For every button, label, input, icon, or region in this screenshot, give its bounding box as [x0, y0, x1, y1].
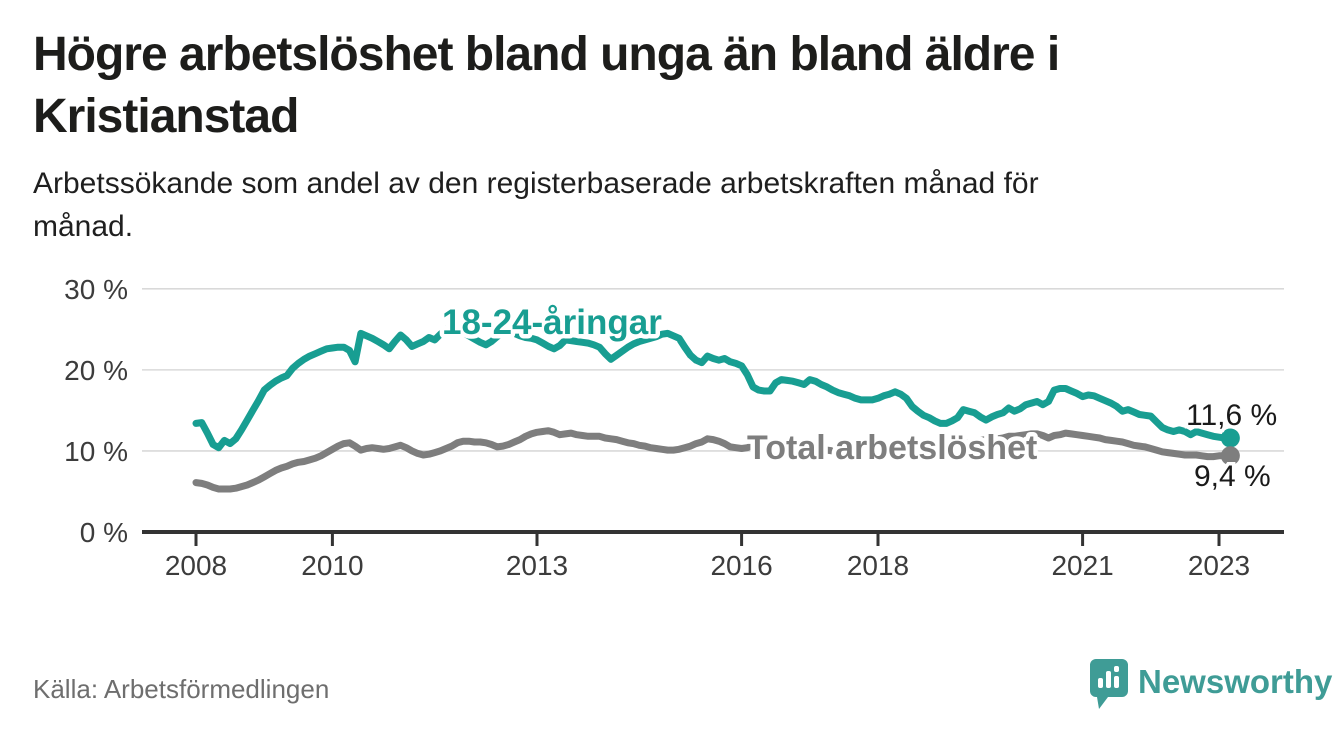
x-tick-label-2013: 2013	[506, 550, 568, 581]
series-end-dot-1	[1220, 446, 1240, 466]
series-label-1: Total arbetslöshet	[747, 429, 1037, 467]
y-tick-label-20: 20 %	[64, 355, 128, 386]
chart-subtitle: Arbetssökande som andel av den registerb…	[33, 162, 1283, 248]
series-line-0	[192, 324, 1234, 452]
x-axis: 2008 2010 2013 2016 2018 2021 2023	[142, 530, 1284, 581]
logo-bar-tall	[1106, 671, 1111, 688]
x-tick-label-2021: 2021	[1051, 550, 1113, 581]
series-end-label-1: 9,4 %	[1194, 460, 1271, 493]
page-title-line1: Högre arbetslöshet bland unga än bland ä…	[33, 28, 1060, 81]
x-tick-label-2018: 2018	[847, 550, 909, 581]
chart-subtitle-line2: månad.	[33, 210, 134, 243]
end-markers: 11,6 % 9,4 %	[1183, 396, 1281, 497]
series-end-label-0: 11,6 %	[1186, 399, 1277, 432]
series-lines	[192, 324, 1234, 493]
x-tick-label-2010: 2010	[301, 550, 363, 581]
logo-exclamation-dot	[1114, 666, 1119, 672]
newsworthy-logo: Newsworthy	[1090, 659, 1332, 711]
series-line-1	[192, 427, 1234, 493]
source-note: Källa: Arbetsförmedlingen	[33, 674, 330, 704]
logo-bar-small	[1098, 678, 1103, 688]
series-labels: 18-24-åringar Total arbetslöshet	[438, 299, 1042, 472]
chart-subtitle-line1: Arbetssökande som andel av den registerb…	[33, 167, 1039, 200]
series-end-dot-0	[1220, 428, 1240, 448]
grid-lines	[142, 288, 1284, 452]
page-title-line2: Kristianstad	[33, 90, 299, 143]
series-label-0: 18-24-åringar	[442, 303, 662, 342]
newsworthy-logo-text: Newsworthy	[1138, 663, 1333, 700]
x-tick-label-2008: 2008	[165, 550, 227, 581]
y-tick-label-10: 10 %	[64, 436, 128, 467]
y-tick-label-0: 0 %	[80, 517, 128, 548]
x-tick-label-2023: 2023	[1188, 550, 1250, 581]
y-tick-label-30: 30 %	[64, 274, 128, 305]
newsworthy-logo-icon	[1090, 659, 1128, 709]
page-title: Högre arbetslöshet bland unga än bland ä…	[33, 24, 1283, 148]
y-axis-labels: 0 % 10 % 20 % 30 %	[64, 274, 128, 548]
logo-bar-medium	[1114, 676, 1119, 688]
x-tick-label-2016: 2016	[710, 550, 772, 581]
